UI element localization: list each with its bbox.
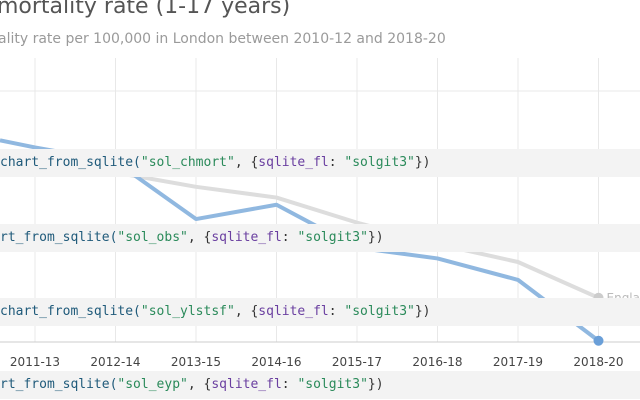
code-function: chart_from_sqlite( (0, 155, 141, 170)
code-colon: : (281, 377, 298, 392)
code-suffix: }) (414, 155, 431, 170)
code-suffix: }) (414, 304, 431, 319)
code-line-3: chart_from_sqlite("sol_ylstsf", {sqlite_… (0, 298, 640, 326)
code-line-4: rt_from_sqlite("sol_eyp", {sqlite_fl: "s… (0, 371, 640, 399)
chart-title: mortality rate (1-17 years) (0, 0, 291, 19)
code-table-name: "sol_ylstsf" (140, 304, 235, 319)
code-key: sqlite_fl (258, 155, 329, 170)
x-tick-label: 2017-19 (493, 355, 543, 369)
code-value: "solgit3" (297, 377, 368, 392)
code-key: sqlite_fl (211, 377, 282, 392)
series-london-end-marker (593, 335, 604, 346)
code-line-2: rt_from_sqlite("sol_obs", {sqlite_fl: "s… (0, 224, 640, 252)
code-separator: , { (234, 304, 259, 319)
x-tick-label: 2011-13 (10, 355, 60, 369)
x-tick-label: 2013-15 (171, 355, 221, 369)
x-tick-label: 2015-17 (332, 355, 382, 369)
code-colon: : (281, 230, 298, 245)
code-separator: , { (187, 230, 212, 245)
chart-subtitle: ality rate per 100,000 in London between… (0, 31, 446, 47)
code-separator: , { (187, 377, 212, 392)
x-tick-label: 2012-14 (90, 355, 140, 369)
code-table-name: "sol_chmort" (140, 155, 235, 170)
code-line-1: chart_from_sqlite("sol_chmort", {sqlite_… (0, 149, 640, 177)
code-function: rt_from_sqlite( (0, 377, 118, 392)
code-key: sqlite_fl (211, 230, 282, 245)
code-suffix: }) (367, 377, 384, 392)
x-tick-label: 2018-20 (573, 355, 623, 369)
x-tick-label: 2016-18 (412, 355, 462, 369)
code-table-name: "sol_obs" (117, 230, 188, 245)
code-table-name: "sol_eyp" (117, 377, 188, 392)
code-value: "solgit3" (344, 155, 415, 170)
code-colon: : (328, 155, 345, 170)
code-function: rt_from_sqlite( (0, 230, 118, 245)
code-key: sqlite_fl (258, 304, 329, 319)
code-value: "solgit3" (344, 304, 415, 319)
code-value: "solgit3" (297, 230, 368, 245)
code-colon: : (328, 304, 345, 319)
code-separator: , { (234, 155, 259, 170)
code-function: chart_from_sqlite( (0, 304, 141, 319)
x-tick-label: 2014-16 (251, 355, 301, 369)
code-suffix: }) (367, 230, 384, 245)
